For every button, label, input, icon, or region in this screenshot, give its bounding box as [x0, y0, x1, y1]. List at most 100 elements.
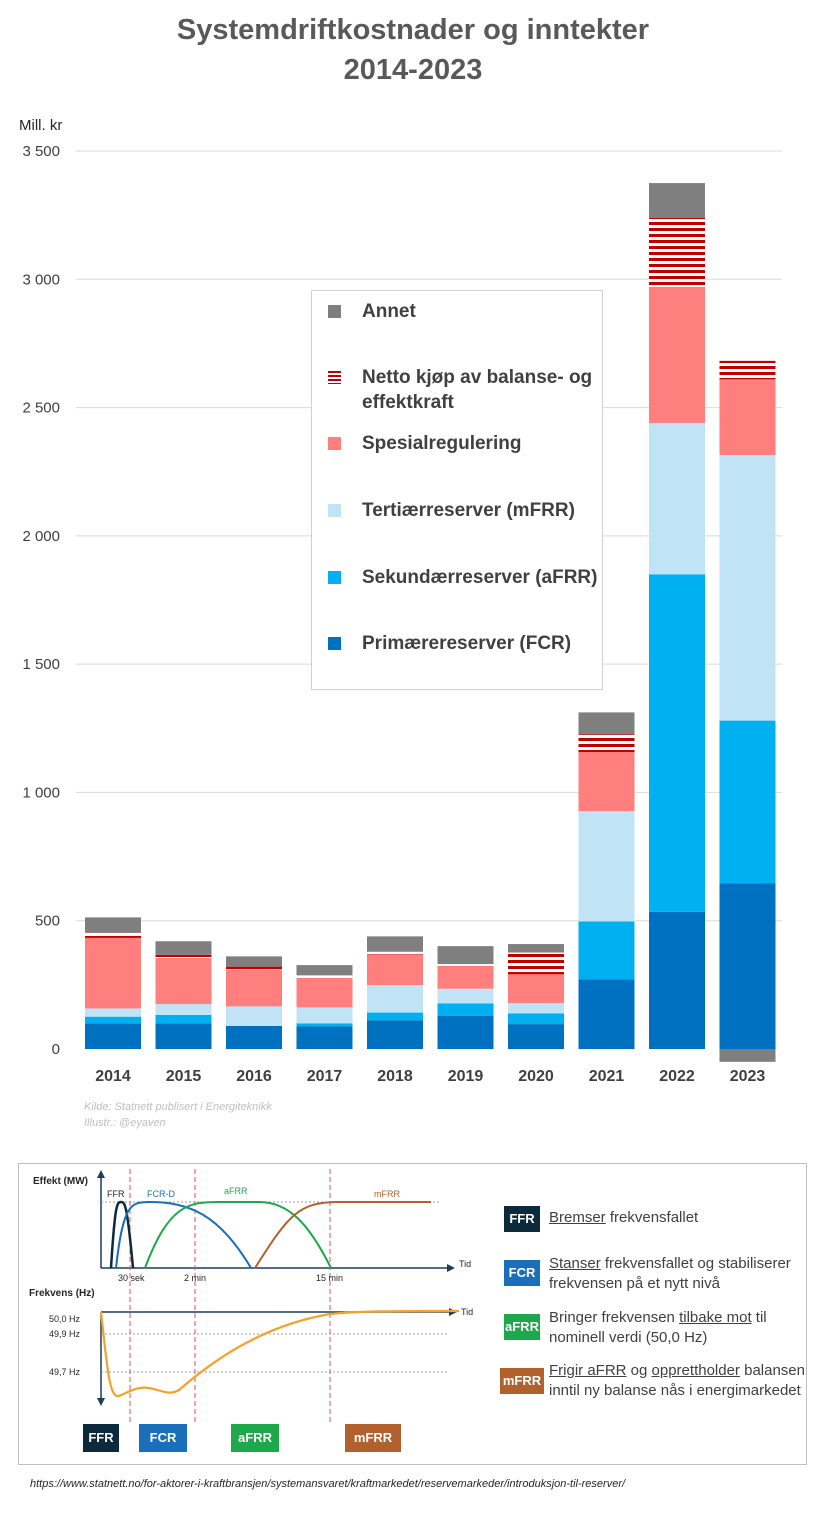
- bar-segment: [367, 936, 423, 952]
- bar-segment: [719, 1049, 776, 1062]
- legend-label: Tertiærreserver (mFRR): [362, 500, 575, 521]
- desc-ffr-mid: frekvensfallet: [605, 1209, 699, 1226]
- bar-segment: [85, 937, 141, 1009]
- tid-label-top: Tid: [459, 1259, 471, 1269]
- desc-fcr: Stanser frekvensfallet og stabiliserer f…: [549, 1254, 809, 1294]
- bar-segment: [437, 988, 494, 1004]
- desc-afrr-u1: tilbake mot: [679, 1309, 752, 1326]
- bar-segment: [649, 574, 705, 912]
- legend-label: Annet: [362, 301, 416, 322]
- freq-label-500: 50,0 Hz: [49, 1314, 81, 1324]
- bar-segment: [296, 975, 353, 978]
- bar-segment: [367, 951, 423, 955]
- x-tick-label: 2020: [518, 1068, 554, 1085]
- bar-segment: [155, 1023, 212, 1049]
- legend-label: Netto kjøp av balanse- og effektkraft: [362, 367, 593, 413]
- x-tick-label: 2022: [659, 1068, 695, 1085]
- bar-segment: [85, 1023, 141, 1049]
- time-label-2min: 2 min: [184, 1273, 206, 1283]
- bar-segment: [437, 946, 494, 965]
- bar-segment: [226, 1006, 282, 1026]
- desc-afrr: Bringer frekvensen tilbake mot til nomin…: [549, 1308, 809, 1348]
- bottom-tag-mfrr: mFRR: [345, 1424, 401, 1452]
- reserve-diagram: Effekt (MW) Frekvens (Hz) Tid FFR FCR-D …: [29, 1169, 473, 1424]
- bar-segment: [578, 734, 635, 753]
- bar-segment: [508, 974, 564, 1004]
- legend-swatch: [328, 437, 341, 450]
- bar-segment: [578, 712, 635, 735]
- frekvens-axis-label: Frekvens (Hz): [29, 1288, 95, 1299]
- y-tick-label: 2 500: [22, 400, 60, 417]
- frequency-curve: [99, 1309, 460, 1398]
- legend-swatch: [328, 305, 341, 318]
- desc-fcr-mid: frekvensfallet og stabiliserer frekvense…: [549, 1255, 791, 1292]
- x-tick-label: 2018: [377, 1068, 413, 1085]
- bar-chart: Mill. kr 0 500 1 000 1 500 2 000 2 500 3 000 3 …: [19, 117, 782, 1085]
- bar-segment: [226, 969, 282, 1007]
- bar-segment: [296, 977, 353, 1008]
- bar-segment: [85, 917, 141, 933]
- desc-mfrr: Frigir aFRR og opprettholder balansen in…: [549, 1361, 809, 1401]
- bar-segment: [437, 1003, 494, 1016]
- illustration-credit: Illustr.: @eyaven: [84, 1117, 166, 1129]
- bar-segment: [719, 360, 776, 380]
- bar-segment: [719, 455, 776, 721]
- mfrr-curve: [254, 1201, 431, 1269]
- y-tick-label: 1 500: [22, 656, 60, 673]
- legend: Annet Netto kjøp av balanse- og effektkr…: [311, 290, 603, 690]
- bar-segment: [649, 217, 705, 287]
- x-tick-label: 2021: [589, 1068, 625, 1085]
- bar-segment: [719, 720, 776, 884]
- legend-swatch: [328, 504, 341, 517]
- chart-subtitle: 2014-2023: [343, 54, 483, 86]
- tag-mfrr: mFRR: [500, 1368, 544, 1394]
- x-tick-label: 2015: [166, 1068, 202, 1085]
- chart-title: Systemdriftkostnader og inntekter: [176, 14, 650, 46]
- bar-segment: [649, 911, 705, 1049]
- bar-segment: [155, 954, 212, 958]
- tid-label-bottom: Tid: [461, 1307, 473, 1317]
- legend-label: Primærereserver (FCR): [362, 633, 572, 654]
- bar-segment: [367, 954, 423, 986]
- bar-segment: [437, 964, 494, 967]
- desc-mfrr-post: balansen inntil ny balanse nås i energim…: [549, 1362, 805, 1399]
- bar-segment: [367, 985, 423, 1013]
- bar-segment: [437, 966, 494, 989]
- x-tick-label: 2019: [448, 1068, 484, 1085]
- bar-segment: [155, 1014, 212, 1024]
- y-tick-label: 2 000: [22, 528, 60, 545]
- source-credit: Kilde: Statnett publisert i Energiteknik…: [84, 1101, 272, 1113]
- y-axis-label: Mill. kr: [19, 117, 62, 134]
- bar-segment: [508, 952, 564, 975]
- legend-swatch: [328, 371, 341, 384]
- bar-segment: [85, 932, 141, 938]
- tag-ffr: FFR: [504, 1206, 540, 1232]
- bar-segment: [367, 1012, 423, 1021]
- x-tick-label: 2014: [95, 1068, 131, 1085]
- label-fcr-d: FCR-D: [147, 1189, 175, 1199]
- bar-segment: [226, 1025, 282, 1049]
- bar-segment: [649, 183, 705, 218]
- bar-segment: [578, 752, 635, 812]
- label-mfrr: mFRR: [374, 1189, 400, 1199]
- bar-segment: [719, 883, 776, 1049]
- effekt-axis-label: Effekt (MW): [33, 1176, 88, 1187]
- desc-afrr-mid: til nominell verdi (50,0 Hz): [549, 1309, 767, 1346]
- legend-swatch: [328, 571, 341, 584]
- y-tick-label: 500: [35, 913, 60, 930]
- freq-label-499: 49,9 Hz: [49, 1329, 81, 1339]
- bar-segment: [155, 941, 212, 955]
- bar-segment: [508, 1003, 564, 1014]
- x-tick-label: 2016: [236, 1068, 272, 1085]
- desc-afrr-pre: Bringer frekvensen: [549, 1309, 680, 1326]
- bar-segment: [367, 1020, 423, 1049]
- bottom-tag-ffr: FFR: [83, 1424, 119, 1452]
- x-tick-label: 2023: [730, 1068, 766, 1085]
- source-url[interactable]: https://www.statnett.no/for-aktorer-i-kr…: [30, 1478, 626, 1490]
- desc-mfrr-u1: Frigir aFRR: [549, 1362, 627, 1379]
- y-tick-label: 1 000: [22, 784, 60, 801]
- bar-segment: [226, 966, 282, 970]
- desc-ffr-u1: Bremser: [549, 1209, 606, 1226]
- bar-segment: [508, 1013, 564, 1025]
- legend-label: Spesialregulering: [362, 433, 522, 454]
